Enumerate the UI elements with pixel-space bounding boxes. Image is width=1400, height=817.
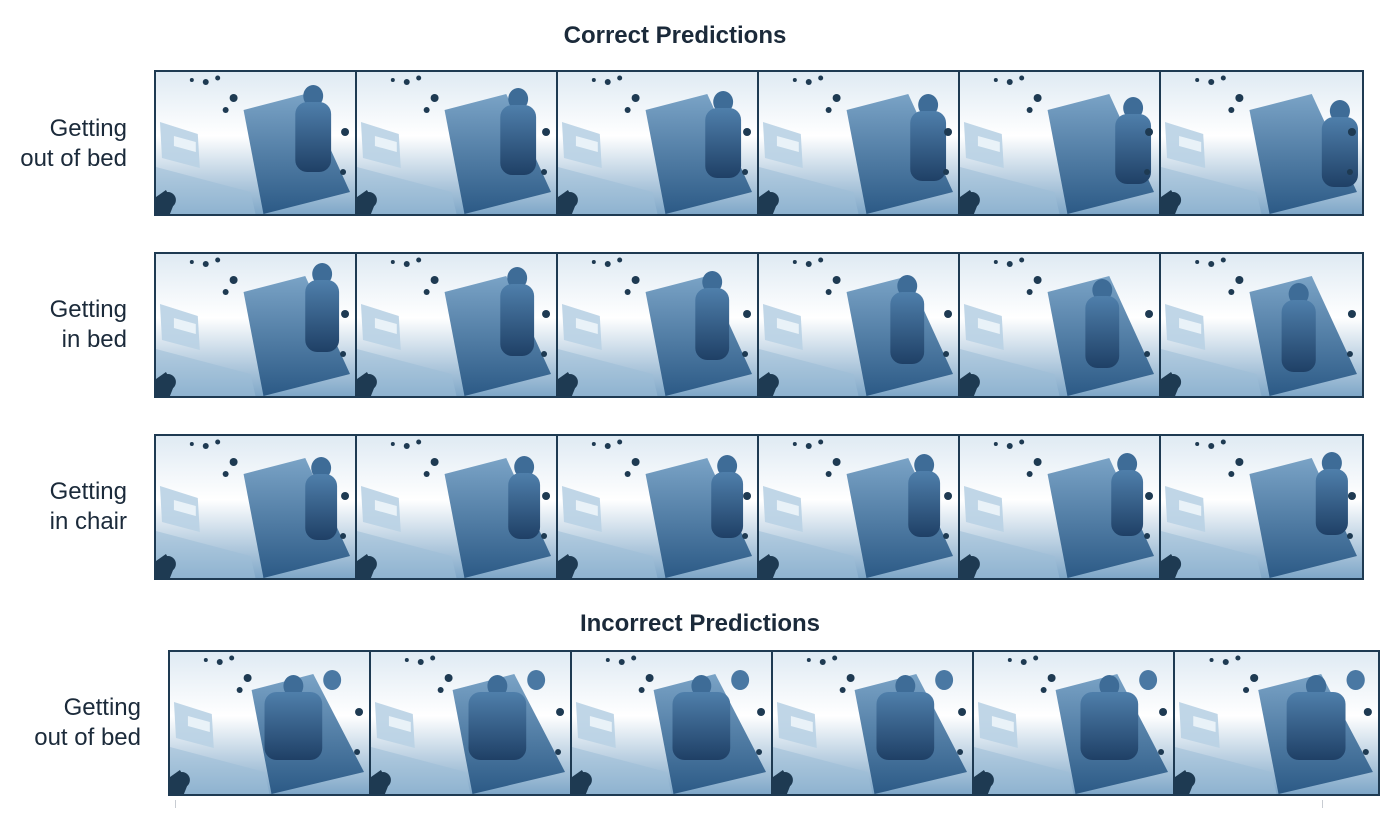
row-label-line1: Getting xyxy=(49,478,127,505)
depth-frame-thumbnail xyxy=(558,72,757,214)
depth-frame-thumbnail xyxy=(974,652,1173,794)
row-label-line1: Getting xyxy=(49,115,127,142)
row-label-line2: out of bed xyxy=(20,145,127,172)
depth-frame-thumbnail xyxy=(558,436,757,578)
depth-frame-thumbnail xyxy=(156,254,355,396)
row-label: Getting in bed xyxy=(0,295,127,355)
depth-frame-thumbnail xyxy=(170,652,369,794)
row-label-line2: out of bed xyxy=(34,724,141,751)
row-label-line1: Getting xyxy=(63,694,141,721)
depth-frame-thumbnail xyxy=(357,436,556,578)
depth-frame-thumbnail xyxy=(759,254,958,396)
depth-frame-thumbnail xyxy=(759,72,958,214)
depth-frame-strip xyxy=(154,434,1364,580)
row-label: Getting out of bed xyxy=(0,693,141,753)
correct-predictions-title: Correct Predictions xyxy=(563,22,787,49)
axis-tick-right xyxy=(1322,800,1323,808)
depth-frame-thumbnail xyxy=(156,436,355,578)
axis-tick-left xyxy=(175,800,176,808)
depth-frame-thumbnail xyxy=(572,652,771,794)
depth-frame-thumbnail xyxy=(759,436,958,578)
depth-frame-thumbnail xyxy=(773,652,972,794)
depth-frame-thumbnail xyxy=(156,72,355,214)
depth-frame-thumbnail xyxy=(1175,652,1378,794)
depth-frame-thumbnail xyxy=(960,436,1159,578)
incorrect-predictions-title: Incorrect Predictions xyxy=(579,610,821,637)
row-label: Getting in chair xyxy=(0,477,127,537)
depth-frame-thumbnail xyxy=(558,254,757,396)
depth-frame-thumbnail xyxy=(960,72,1159,214)
depth-frame-thumbnail xyxy=(357,72,556,214)
row-label-line2: in bed xyxy=(61,326,127,353)
depth-frame-strip xyxy=(154,70,1364,216)
depth-frame-strip xyxy=(168,650,1380,796)
depth-frame-thumbnail xyxy=(1161,436,1362,578)
depth-frame-strip xyxy=(154,252,1364,398)
row-label-line2: in chair xyxy=(49,508,127,535)
depth-frame-thumbnail xyxy=(1161,254,1362,396)
depth-frame-thumbnail xyxy=(1161,72,1362,214)
depth-frame-thumbnail xyxy=(960,254,1159,396)
depth-frame-thumbnail xyxy=(371,652,570,794)
row-label: Getting out of bed xyxy=(0,114,127,174)
depth-frame-thumbnail xyxy=(357,254,556,396)
row-label-line1: Getting xyxy=(49,296,127,323)
